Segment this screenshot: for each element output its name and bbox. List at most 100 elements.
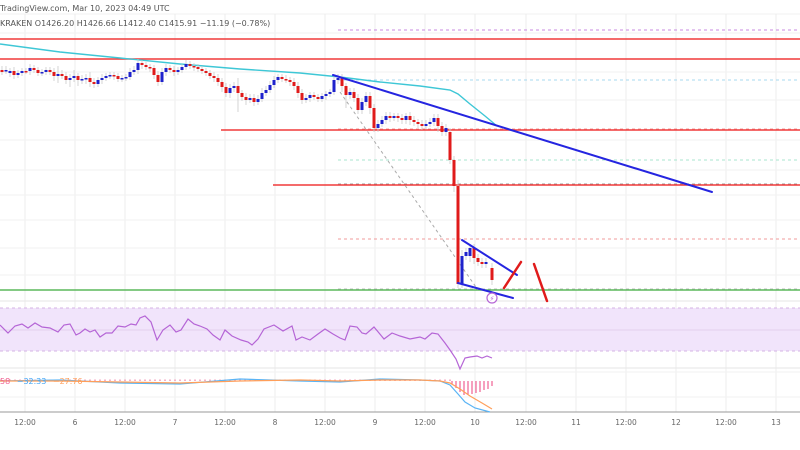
candle-body xyxy=(204,71,208,73)
trendline xyxy=(457,282,514,299)
candle-body xyxy=(140,63,144,65)
candle-body xyxy=(44,70,48,72)
candle-body xyxy=(8,71,12,73)
candle-body xyxy=(472,248,476,258)
candle-body xyxy=(32,68,36,70)
candle-body xyxy=(88,78,92,82)
candle-body xyxy=(116,76,120,79)
candle-body xyxy=(416,122,420,124)
candle-body xyxy=(80,79,84,81)
candle-body xyxy=(280,77,284,79)
candle-body xyxy=(332,80,336,92)
candle-body xyxy=(252,98,256,102)
high-value: H1426.66 xyxy=(76,19,116,28)
time-axis-label: 12:00 xyxy=(615,418,637,427)
candle-body xyxy=(156,75,160,82)
candle-body xyxy=(328,92,332,94)
candle-body xyxy=(0,70,4,72)
candle-body xyxy=(404,116,408,120)
candle-body xyxy=(268,85,272,90)
candle-body xyxy=(76,76,80,80)
candle-body xyxy=(180,67,184,70)
candle-body xyxy=(188,64,192,66)
candle-body xyxy=(296,86,300,93)
candle-body xyxy=(288,80,292,82)
open-value: O1426.20 xyxy=(34,19,75,28)
candle-body xyxy=(436,118,440,126)
candle-body xyxy=(400,118,404,120)
ohlc-legend: KRAKEN O1426.20 H1426.66 L1412.40 C1415.… xyxy=(0,19,270,28)
rsi-line xyxy=(0,315,493,371)
candle-body xyxy=(344,86,348,95)
candle-body xyxy=(464,252,468,256)
candle-body xyxy=(164,68,168,72)
candle-body xyxy=(16,73,20,75)
time-axis-label: 12:00 xyxy=(114,418,136,427)
time-axis-label: 11 xyxy=(571,418,581,427)
candle-body xyxy=(420,124,424,126)
candle-body xyxy=(176,70,180,72)
candle-body xyxy=(428,122,432,124)
candle-body xyxy=(376,124,380,128)
candle-body xyxy=(396,116,400,118)
candle-body xyxy=(184,64,188,67)
candle-body xyxy=(476,258,480,262)
moving-average-line xyxy=(0,43,498,127)
candle-body xyxy=(356,98,360,110)
candle-body xyxy=(60,74,64,76)
trendline xyxy=(502,260,523,290)
candle-body xyxy=(444,128,448,132)
candle-body xyxy=(384,116,388,120)
time-axis-label: 12:00 xyxy=(715,418,737,427)
candle-body xyxy=(112,75,116,77)
candle-body xyxy=(24,71,28,73)
candle-body xyxy=(224,87,228,93)
candle-body xyxy=(372,108,376,128)
candle-body xyxy=(36,70,40,73)
candle-body xyxy=(136,63,140,70)
candle-body xyxy=(4,70,8,72)
candle-body xyxy=(380,120,384,124)
candle-body xyxy=(236,86,240,93)
candle-body xyxy=(352,92,356,98)
time-axis-label: 12:00 xyxy=(14,418,36,427)
candle-body xyxy=(440,126,444,132)
projection-line xyxy=(339,91,479,291)
candle-body xyxy=(104,76,108,78)
candle-body xyxy=(264,90,268,93)
candle-body xyxy=(64,76,68,80)
candle-body xyxy=(412,120,416,122)
candle-body xyxy=(192,66,196,68)
candle-body xyxy=(388,116,392,118)
candle-body xyxy=(304,98,308,100)
time-axis[interactable]: 12:00 6 12:00 7 12:00 8 12:00 9 12:00 10 12:00 11 12… xyxy=(0,418,800,432)
macd-legend: 58 −32.33 −27.76 xyxy=(0,377,83,386)
candle-body xyxy=(284,79,288,81)
candle-body xyxy=(480,262,484,264)
candle-body xyxy=(392,116,396,118)
macd-line-value: −32.33 xyxy=(16,377,47,386)
time-axis-label: 12:00 xyxy=(314,418,336,427)
candle-body xyxy=(144,65,148,67)
candle-body xyxy=(292,82,296,86)
candle-body xyxy=(124,77,128,79)
candle-body xyxy=(336,78,340,80)
time-axis-label: 12 xyxy=(671,418,681,427)
candle-body xyxy=(460,256,464,284)
candle-body xyxy=(20,71,24,73)
macd-histogram-value: 58 xyxy=(0,377,11,386)
candle-body xyxy=(300,93,304,100)
candle-body xyxy=(456,186,460,284)
candle-body xyxy=(424,124,428,126)
candle-body xyxy=(240,93,244,97)
candle-body xyxy=(340,78,344,86)
change-value: −11.19 (−0.78%) xyxy=(199,19,271,28)
chart-watermark: TradingView.com, Mar 10, 2023 04:49 UTC xyxy=(0,4,170,13)
candle-body xyxy=(316,97,320,99)
candle-body xyxy=(108,75,112,77)
candle-body xyxy=(100,78,104,80)
candle-body xyxy=(448,132,452,160)
candle-body xyxy=(84,78,88,80)
time-axis-label: 12:00 xyxy=(214,418,236,427)
